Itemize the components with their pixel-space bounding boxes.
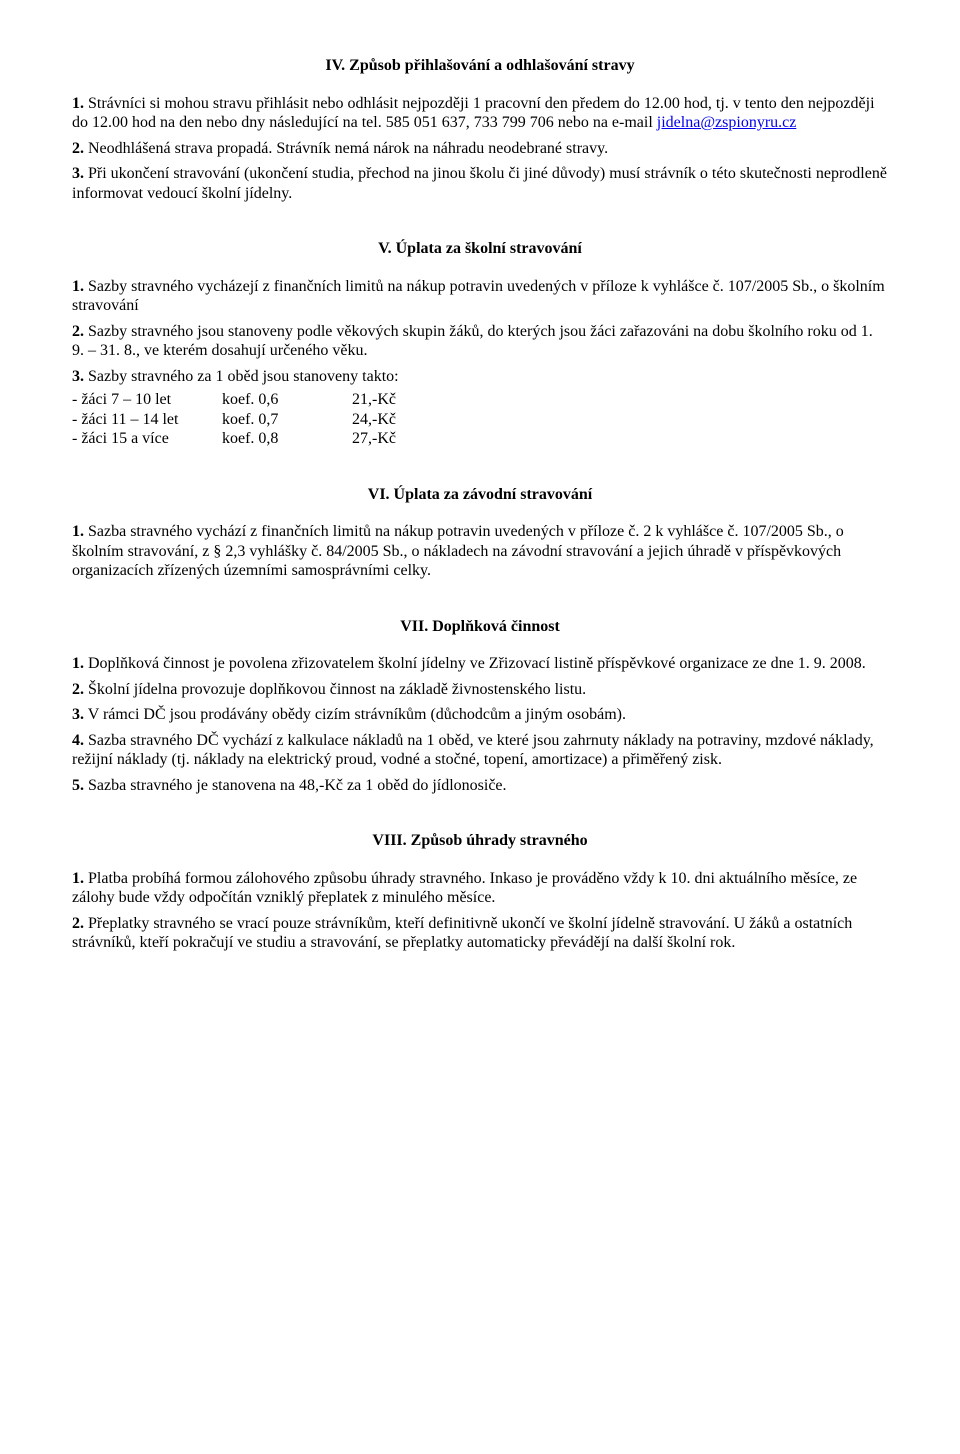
s5-p1: 1. Sazby stravného vycházejí z finančníc… [72, 277, 888, 316]
s6-p1: 1. Sazba stravného vychází z finančních … [72, 522, 888, 581]
email-link[interactable]: jidelna@zspionyru.cz [657, 114, 797, 131]
s4-p1-num: 1. [72, 95, 84, 112]
s7-p4-num: 4. [72, 732, 84, 749]
price-coef: koef. 0,6 [222, 390, 352, 410]
s4-p3-num: 3. [72, 165, 84, 182]
s7-p4-text: Sazba stravného DČ vychází z kalkulace n… [72, 732, 874, 769]
s7-p2-num: 2. [72, 681, 84, 698]
s5-p3: 3. Sazby stravného za 1 oběd jsou stanov… [72, 367, 888, 387]
section-5-heading: V. Úplata za školní stravování [72, 239, 888, 259]
price-group: - žáci 15 a více [72, 429, 222, 449]
s7-p1: 1. Doplňková činnost je povolena zřizova… [72, 654, 888, 674]
s5-p3-num: 3. [72, 368, 84, 385]
s8-p2-text: Přeplatky stravného se vrací pouze stráv… [72, 915, 852, 952]
price-amount: 24,-Kč [352, 410, 432, 430]
price-row: - žáci 15 a více koef. 0,8 27,-Kč [72, 429, 888, 449]
price-coef: koef. 0,7 [222, 410, 352, 430]
price-coef: koef. 0,8 [222, 429, 352, 449]
s7-p4: 4. Sazba stravného DČ vychází z kalkulac… [72, 731, 888, 770]
s8-p2: 2. Přeplatky stravného se vrací pouze st… [72, 914, 888, 953]
s8-p2-num: 2. [72, 915, 84, 932]
s5-p2-num: 2. [72, 323, 84, 340]
s7-p1-num: 1. [72, 655, 84, 672]
s7-p3-num: 3. [72, 706, 84, 723]
price-amount: 27,-Kč [352, 429, 432, 449]
s4-p2: 2. Neodhlášená strava propadá. Strávník … [72, 139, 888, 159]
s6-p1-num: 1. [72, 523, 84, 540]
s4-p3-text: Při ukončení stravování (ukončení studia… [72, 165, 887, 202]
s7-p5: 5. Sazba stravného je stanovena na 48,-K… [72, 776, 888, 796]
s7-p1-text: Doplňková činnost je povolena zřizovatel… [84, 655, 866, 672]
s4-p3: 3. Při ukončení stravování (ukončení stu… [72, 164, 888, 203]
s8-p1: 1. Platba probíhá formou zálohového způs… [72, 869, 888, 908]
section-7-heading: VII. Doplňková činnost [72, 617, 888, 637]
s8-p1-num: 1. [72, 870, 84, 887]
s4-p1: 1. Strávníci si mohou stravu přihlásit n… [72, 94, 888, 133]
s8-p1-text: Platba probíhá formou zálohového způsobu… [72, 870, 857, 907]
s7-p5-num: 5. [72, 777, 84, 794]
s5-p1-text: Sazby stravného vycházejí z finančních l… [72, 278, 885, 315]
s7-p2-text: Školní jídelna provozuje doplňkovou činn… [84, 681, 586, 698]
price-amount: 21,-Kč [352, 390, 432, 410]
price-row: - žáci 7 – 10 let koef. 0,6 21,-Kč [72, 390, 888, 410]
section-6-heading: VI. Úplata za závodní stravování [72, 485, 888, 505]
s5-p1-num: 1. [72, 278, 84, 295]
s4-p2-text: Neodhlášená strava propadá. Strávník nem… [84, 140, 608, 157]
s7-p5-text: Sazba stravného je stanovena na 48,-Kč z… [84, 777, 507, 794]
s7-p2: 2. Školní jídelna provozuje doplňkovou č… [72, 680, 888, 700]
price-group: - žáci 11 – 14 let [72, 410, 222, 430]
s5-p2: 2. Sazby stravného jsou stanoveny podle … [72, 322, 888, 361]
s7-p3: 3. V rámci DČ jsou prodávány obědy cizím… [72, 705, 888, 725]
price-row: - žáci 11 – 14 let koef. 0,7 24,-Kč [72, 410, 888, 430]
s5-p3-text: Sazby stravného za 1 oběd jsou stanoveny… [84, 368, 399, 385]
s4-p2-num: 2. [72, 140, 84, 157]
section-4-heading: IV. Způsob přihlašování a odhlašování st… [72, 56, 888, 76]
s5-p2-text: Sazby stravného jsou stanoveny podle věk… [72, 323, 873, 360]
s7-p3-text: V rámci DČ jsou prodávány obědy cizím st… [84, 706, 626, 723]
s6-p1-text: Sazba stravného vychází z finančních lim… [72, 523, 844, 579]
section-8-heading: VIII. Způsob úhrady stravného [72, 831, 888, 851]
price-group: - žáci 7 – 10 let [72, 390, 222, 410]
